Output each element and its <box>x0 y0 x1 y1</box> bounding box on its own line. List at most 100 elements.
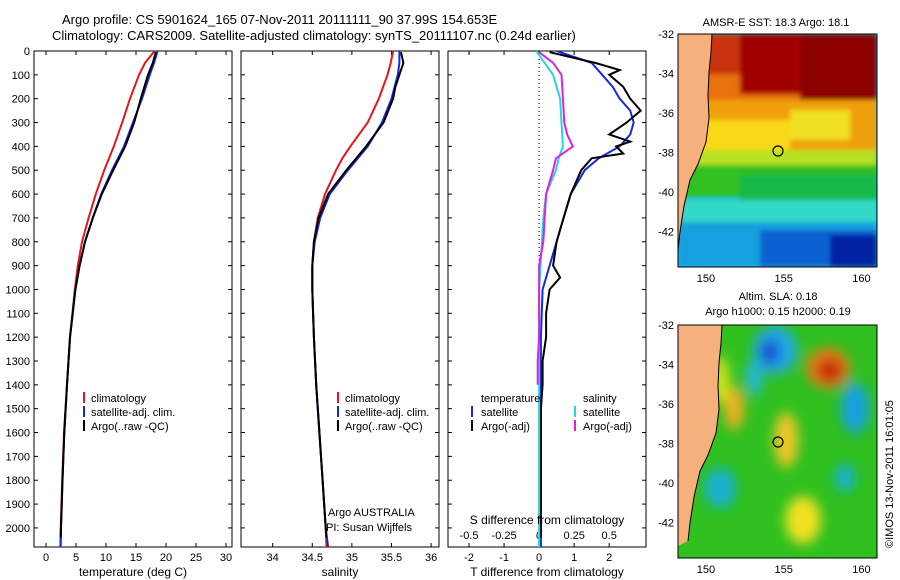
axis-ticks-layer: 0100200300400500600700800900100011001200… <box>6 29 871 576</box>
difference-t-tick-label: 1 <box>571 552 577 564</box>
salinity-x-tick-label: 34 <box>267 552 279 564</box>
legend-label-argo: Argo(..raw -QC) <box>91 421 169 433</box>
depth-tick-label: 1200 <box>6 332 30 344</box>
s-diff-argo-line <box>536 51 575 385</box>
sst-map-lon-label: 155 <box>775 273 793 285</box>
sst-map-lon-label: 160 <box>852 273 870 285</box>
sst-map-lat-label: -38 <box>658 147 674 159</box>
argo-pi-label: PI: Susan Wijffels <box>326 522 412 534</box>
temperature-line-argo <box>59 51 157 538</box>
sla-map-frame <box>677 324 878 559</box>
temperature-x-tick-label: 20 <box>160 552 172 564</box>
legend-label-argo-s: Argo(-adj) <box>583 421 632 433</box>
temperature-legend: climatology satellite-adj. clim. Argo(..… <box>83 392 175 433</box>
salinity-line-argo <box>311 51 405 538</box>
salinity-x-tick-label: 36 <box>425 552 437 564</box>
depth-tick-label: 400 <box>12 141 30 153</box>
depth-tick-label: 100 <box>12 70 30 82</box>
difference-t-tick-label: 0 <box>536 552 542 564</box>
sst-map-lat-label: -34 <box>658 68 674 80</box>
legend-label-satellite-t: satellite <box>481 407 518 419</box>
temperature-x-tick-label: 10 <box>100 552 112 564</box>
profile-lines-layer <box>59 51 643 547</box>
legend-label-climatology: climatology <box>345 393 401 405</box>
temperature-x-tick-label: 5 <box>73 552 79 564</box>
salinity-x-tick-label: 35 <box>346 552 358 564</box>
chart-title-line1: Argo profile: CS 5901624_165 07-Nov-2011… <box>62 12 498 27</box>
salinity-xlabel: salinity <box>322 565 359 579</box>
depth-tick-label: 1500 <box>6 404 30 416</box>
legend-label-argo-t: Argo(-adj) <box>481 421 530 433</box>
imos-credit: ©IMOS 13-Nov-2011 16:01:05 <box>884 400 896 548</box>
t-diff-argo-line <box>539 51 643 538</box>
salinity-x-tick-label: 35.5 <box>381 552 402 564</box>
temperature-x-tick-label: 30 <box>220 552 232 564</box>
chart-title-line2: Climatology: CARS2009. Satellite-adjuste… <box>52 28 576 43</box>
difference-top-label: S difference from climatology <box>470 513 625 527</box>
sst-map <box>678 34 877 267</box>
sst-map-lon-label: 150 <box>697 273 715 285</box>
sla-map-title-line1: Altim. SLA: 0.18 <box>739 291 818 303</box>
sla-map-lon-label: 150 <box>697 564 715 576</box>
temperature-difference-legend: temperature satellite Argo(-adj) <box>471 393 540 433</box>
depth-tick-label: 800 <box>12 237 30 249</box>
legend-heading-temperature: temperature <box>481 393 540 405</box>
sla-map-lat-label: -32 <box>658 320 674 332</box>
sst-map-lat-label: -40 <box>658 187 674 199</box>
legend-label-satellite: satellite-adj. clim. <box>345 407 429 419</box>
argo-location-marker-sla <box>772 436 784 448</box>
sla-map-lon-label: 155 <box>775 564 793 576</box>
depth-tick-label: 1000 <box>6 284 30 296</box>
difference-t-tick-label: -2 <box>464 552 474 564</box>
depth-tick-label: 1600 <box>6 428 30 440</box>
depth-tick-label: 0 <box>24 46 30 58</box>
depth-tick-label: 1800 <box>6 475 30 487</box>
depth-tick-label: 600 <box>12 189 30 201</box>
legend-label-argo: Argo(..raw -QC) <box>345 421 423 433</box>
depth-tick-label: 1700 <box>6 451 30 463</box>
depth-tick-label: 700 <box>12 213 30 225</box>
depth-tick-label: 2000 <box>6 523 30 535</box>
difference-s-tick-label: -0.25 <box>492 530 517 542</box>
sla-map <box>678 325 877 558</box>
salinity-legend: climatology satellite-adj. clim. Argo(..… <box>337 392 429 433</box>
sla-map-lat-label: -34 <box>658 359 674 371</box>
difference-panel <box>447 50 647 548</box>
difference-t-tick-label: 2 <box>606 552 612 564</box>
difference-s-tick-label: 0.25 <box>563 530 584 542</box>
sst-map-frame <box>677 33 878 268</box>
sst-map-lat-label: -32 <box>658 29 674 41</box>
legend-label-climatology: climatology <box>91 393 147 405</box>
salinity-difference-legend: salinity satellite Argo(-adj) <box>574 393 632 433</box>
legend-label-satellite: satellite-adj. clim. <box>91 407 175 419</box>
depth-tick-label: 1300 <box>6 356 30 368</box>
argo-location-marker <box>772 145 784 157</box>
difference-s-tick-label: 0.5 <box>602 530 617 542</box>
depth-tick-label: 1400 <box>6 380 30 392</box>
difference-s-tick-label: -0.5 <box>460 530 479 542</box>
sla-map-lat-label: -42 <box>658 517 674 529</box>
s-diff-satellite-line <box>535 51 564 547</box>
salinity-x-tick-label: 34.5 <box>302 552 323 564</box>
sla-map-lat-label: -40 <box>658 478 674 490</box>
depth-tick-label: 200 <box>12 94 30 106</box>
legend-label-satellite-s: satellite <box>583 407 620 419</box>
depth-tick-label: 1900 <box>6 499 30 511</box>
sla-map-lon-label: 160 <box>852 564 870 576</box>
temperature-x-tick-label: 25 <box>190 552 202 564</box>
depth-tick-label: 900 <box>12 261 30 273</box>
temperature-x-tick-label: 0 <box>43 552 49 564</box>
sla-map-title-line2: Argo h1000: 0.15 h2000: 0.19 <box>705 306 851 318</box>
temperature-x-tick-label: 15 <box>130 552 142 564</box>
difference-t-tick-label: -1 <box>499 552 509 564</box>
argo-program-label: Argo AUSTRALIA <box>328 507 415 519</box>
sst-map-lat-label: -36 <box>658 108 674 120</box>
depth-tick-label: 500 <box>12 165 30 177</box>
difference-xlabel: T difference from climatology <box>470 565 624 579</box>
sla-map-lat-label: -36 <box>658 399 674 411</box>
salinity-panel <box>240 50 440 548</box>
depth-tick-label: 1100 <box>6 308 30 320</box>
temperature-panel <box>33 50 233 548</box>
sla-map-lat-label: -38 <box>658 438 674 450</box>
